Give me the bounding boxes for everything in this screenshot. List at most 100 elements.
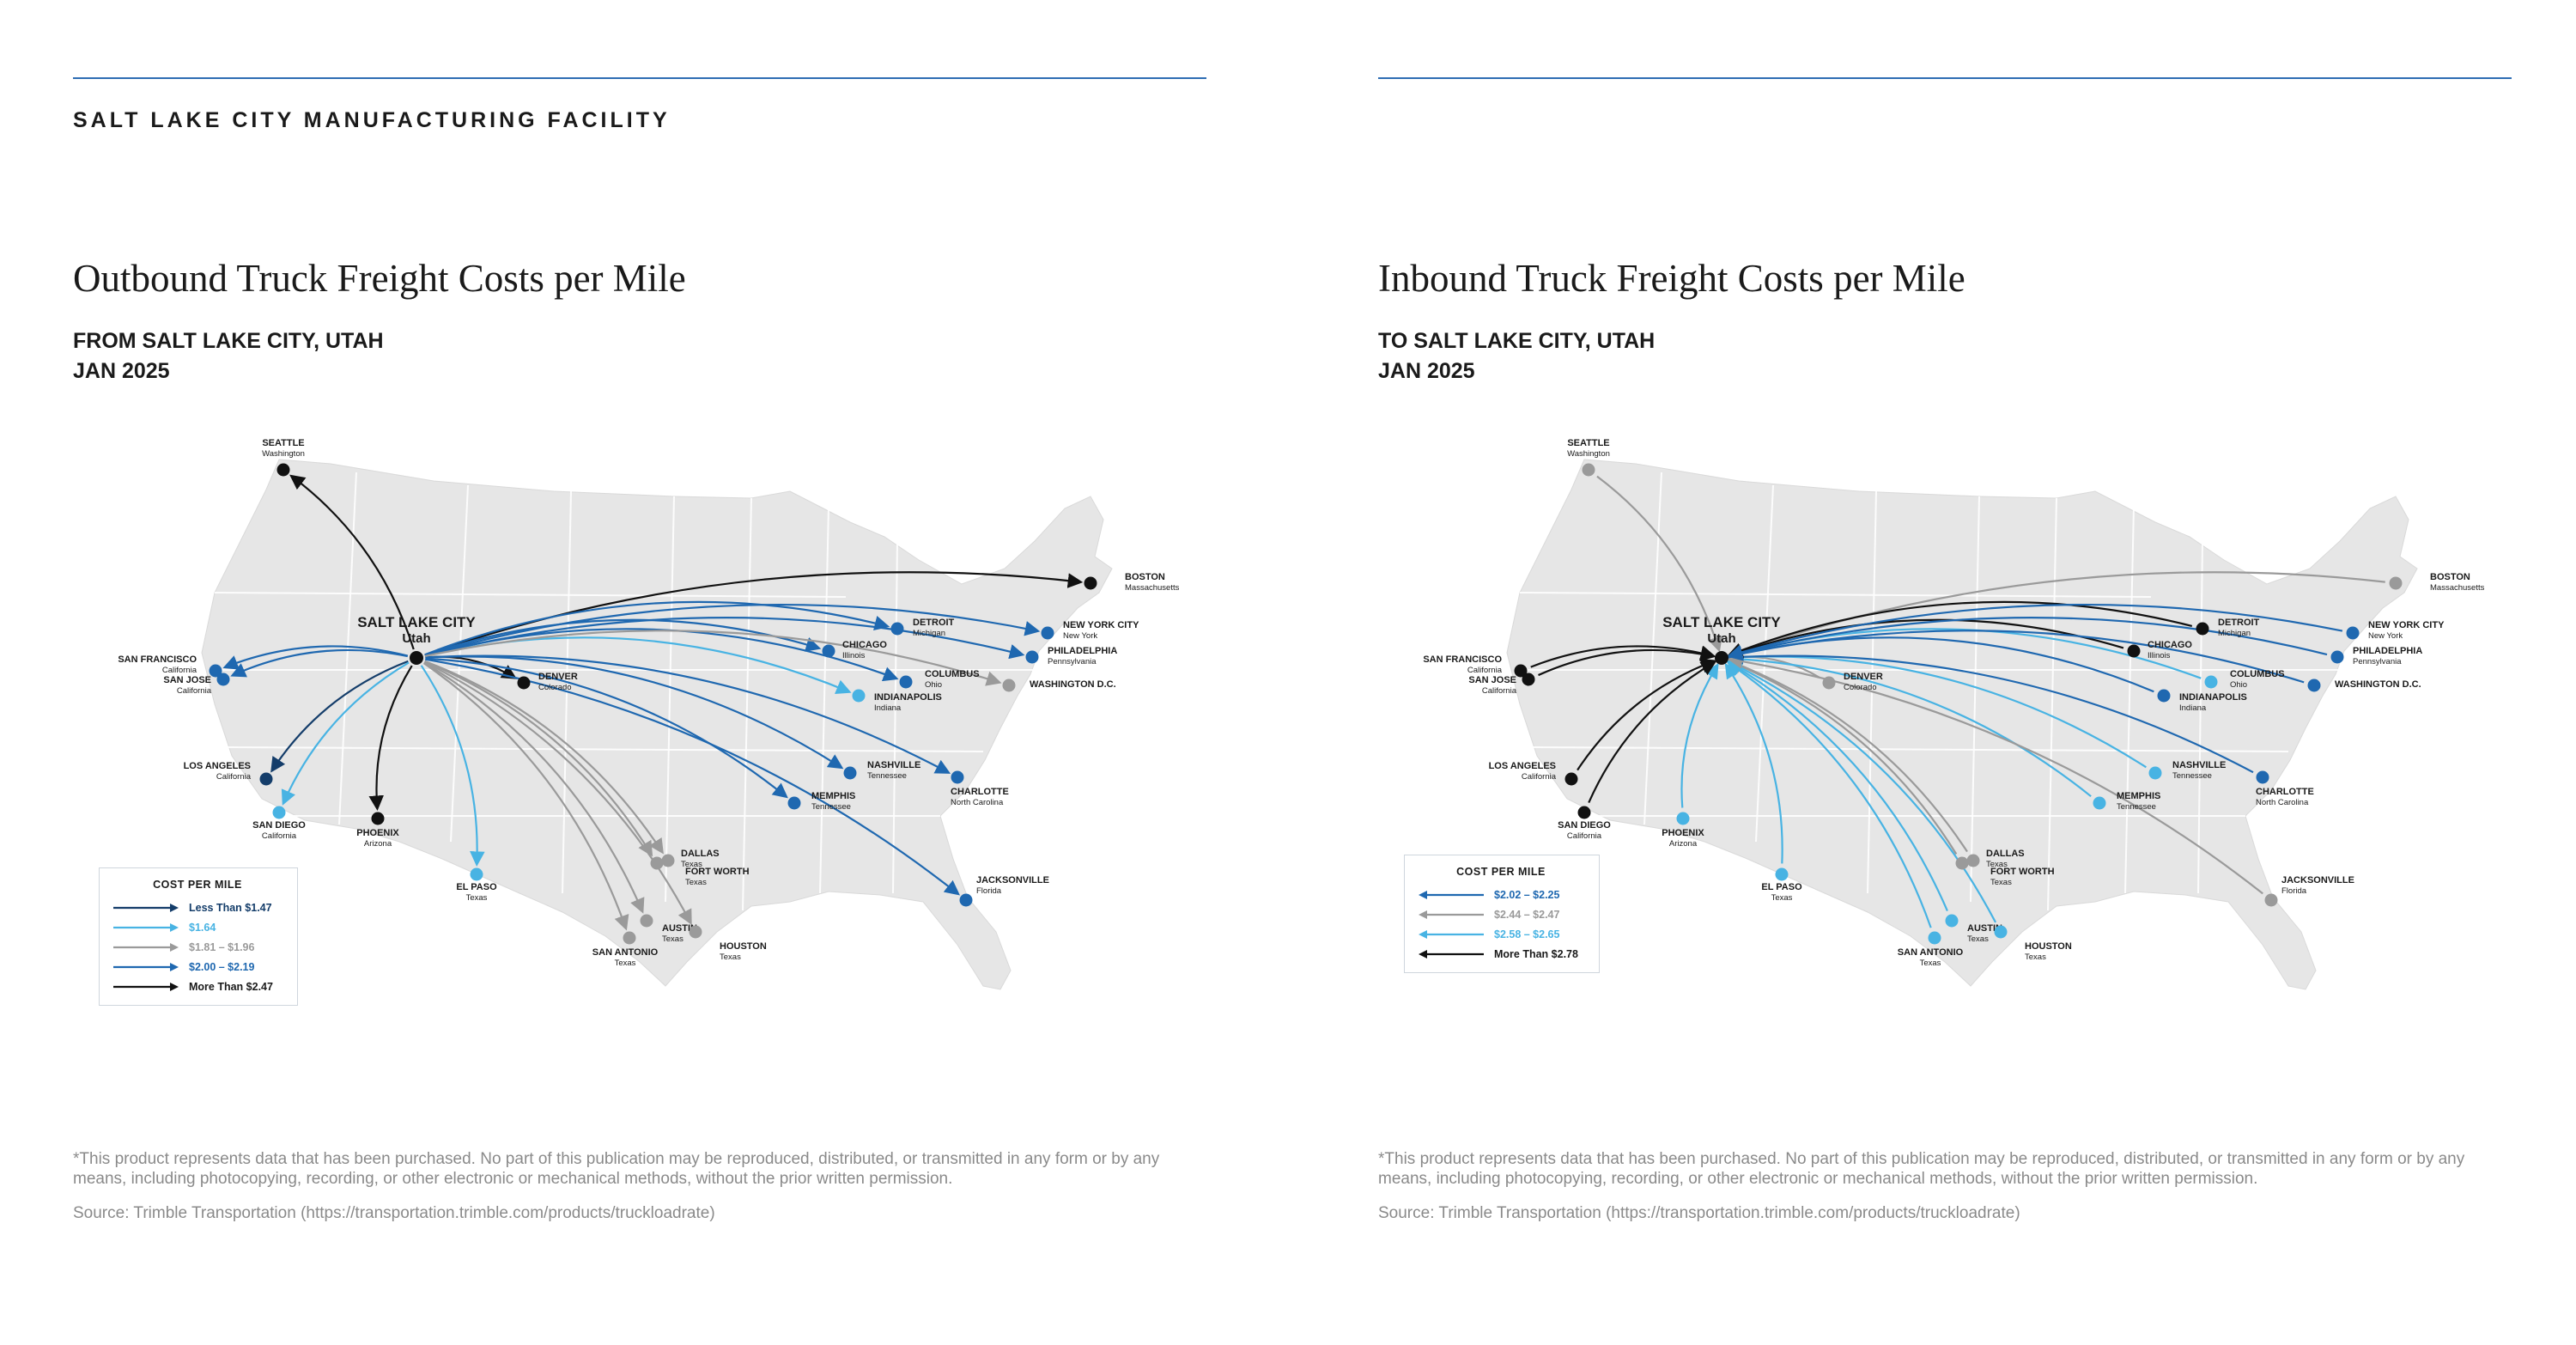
state-label-san-diego: California [262, 831, 297, 841]
legend-label: More Than $2.78 [1494, 947, 1578, 960]
city-dot-memphis [2093, 796, 2106, 810]
route-phoenix [1680, 663, 1719, 808]
legend-arrow-icon [113, 922, 179, 932]
state-label-memphis: Tennessee [2117, 802, 2156, 812]
route-san-jose [230, 648, 408, 678]
city-dot-denver [1822, 676, 1836, 690]
city-label-philadelphia: PHILADELPHIA [2353, 646, 2422, 656]
route-austin [1726, 660, 1948, 911]
city-label-columbus: COLUMBUS [925, 669, 980, 679]
city-label-fort-worth: FORT WORTH [685, 867, 750, 877]
legend-arrow-icon [113, 903, 179, 912]
route-jacksonville [424, 658, 961, 896]
state-border [819, 506, 829, 894]
legend-label: $2.44 – $2.47 [1494, 908, 1560, 921]
city-dot-san-francisco [209, 664, 222, 678]
legend-item-black: More Than $2.78 [1417, 944, 1585, 964]
city-dot-fort-worth [1966, 854, 1980, 867]
route-philadelphia [1727, 617, 2328, 660]
state-border [450, 484, 469, 843]
state-border [1755, 484, 1774, 843]
city-label-nashville: NASHVILLE [2172, 760, 2226, 770]
city-dot-el-paso [1775, 867, 1789, 881]
city-label-phoenix: PHOENIX [1662, 828, 1704, 838]
disclaimer: *This product represents data that has b… [73, 1150, 1160, 1188]
route-seattle [1596, 475, 1722, 653]
state-border [2124, 506, 2135, 894]
city-label-san-jose: SAN JOSE [163, 675, 211, 685]
outbound-panel: SALT LAKE CITY MANUFACTURING FACILITY Ou… [73, 0, 1206, 1345]
city-dot-memphis [787, 796, 801, 810]
route-san-diego [281, 661, 410, 806]
inbound-map: SEATTLE Washington BOSTON Massachusetts DENV… [1378, 412, 2512, 1048]
city-label-jacksonville: JACKSONVILLE [2281, 875, 2354, 886]
us-land-base [1506, 459, 2418, 990]
city-label-washington-d-c: WASHINGTON D.C. [1030, 679, 1116, 690]
state-label-jacksonville: Florida [2281, 886, 2307, 896]
legend-label: $2.00 – $2.19 [189, 960, 255, 973]
city-dot-columbus [2204, 675, 2218, 689]
top-rule [1378, 77, 2512, 79]
state-label-austin: Texas [662, 934, 683, 944]
city-dot-el-paso [470, 867, 483, 881]
state-label-phoenix: Arizona [1669, 839, 1698, 849]
route-san-francisco [1530, 645, 1716, 668]
state-label-charlotte: North Carolina [951, 798, 1004, 807]
us-land-base [201, 459, 1113, 990]
legend-label: $1.81 – $1.96 [189, 940, 255, 953]
city-dot-san-antonio [623, 931, 636, 945]
state-label-el-paso: Texas [1771, 893, 1793, 903]
city-label-houston: HOUSTON [2025, 941, 2072, 952]
source-note: Source: Trimble Transportation (https://… [1378, 1204, 2020, 1222]
legend-arrow-icon [1419, 949, 1484, 959]
route-el-paso [1724, 662, 1783, 864]
city-dot-washington-d-c [2307, 679, 2321, 692]
route-san-diego [1588, 660, 1717, 804]
legend-item-dark-navy: Less Than $1.47 [112, 898, 283, 917]
city-label-san-francisco: SAN FRANCISCO [118, 654, 197, 665]
state-label-columbus: Ohio [925, 680, 942, 690]
city-label-austin: AUSTIN [662, 923, 697, 934]
state-label-seattle: Washington [262, 449, 305, 459]
city-dot-boston [1084, 576, 1097, 590]
state-label-detroit: Michigan [2218, 629, 2251, 638]
route-austin [423, 661, 645, 914]
route-san-jose [1538, 646, 1716, 677]
state-label-fort-worth: Texas [685, 878, 707, 887]
route-chicago [424, 618, 822, 656]
route-los-angeles [270, 660, 409, 773]
legend-arrow-icon [1419, 910, 1484, 919]
route-san-antonio [1726, 661, 1932, 928]
city-dot-fort-worth [661, 854, 675, 867]
city-dot-houston [689, 925, 702, 939]
city-dot-jacksonville [2264, 893, 2278, 907]
state-label-philadelphia: Pennsylvania [1048, 657, 1097, 666]
city-label-columbus: COLUMBUS [2230, 669, 2285, 679]
city-label-seattle: SEATTLE [262, 438, 304, 448]
state-label-san-jose: California [177, 686, 212, 696]
outbound-map: SEATTLE Washington BOSTON Massachusetts DENV… [73, 412, 1206, 1048]
state-border [2047, 497, 2057, 911]
state-label-austin: Texas [1967, 934, 1989, 944]
hub-label: SALT LAKE CITY [357, 614, 476, 630]
state-border [1532, 746, 2289, 752]
disclaimer: *This product represents data that has b… [1378, 1150, 2465, 1188]
state-label-nashville: Tennessee [867, 771, 907, 781]
map-title: Inbound Truck Freight Costs per Mile [1378, 257, 1965, 300]
legend-item-gray: $1.81 – $1.96 [112, 937, 283, 957]
city-dot-chicago [822, 644, 835, 658]
state-border [1970, 496, 1980, 903]
city-dot-san-jose [216, 672, 230, 686]
state-label-seattle: Washington [1567, 449, 1610, 459]
legend-arrow-icon [1419, 890, 1484, 899]
city-label-new-york-city: NEW YORK CITY [2368, 620, 2445, 630]
city-dot-nashville [843, 766, 857, 780]
route-el-paso [420, 665, 485, 867]
city-dot-los-angeles [1564, 772, 1578, 786]
state-label-denver: Colorado [538, 683, 572, 692]
city-dot-charlotte [2256, 770, 2269, 784]
city-dot-jacksonville [959, 893, 973, 907]
state-border [2197, 540, 2203, 894]
city-dot-new-york-city [1041, 626, 1054, 640]
